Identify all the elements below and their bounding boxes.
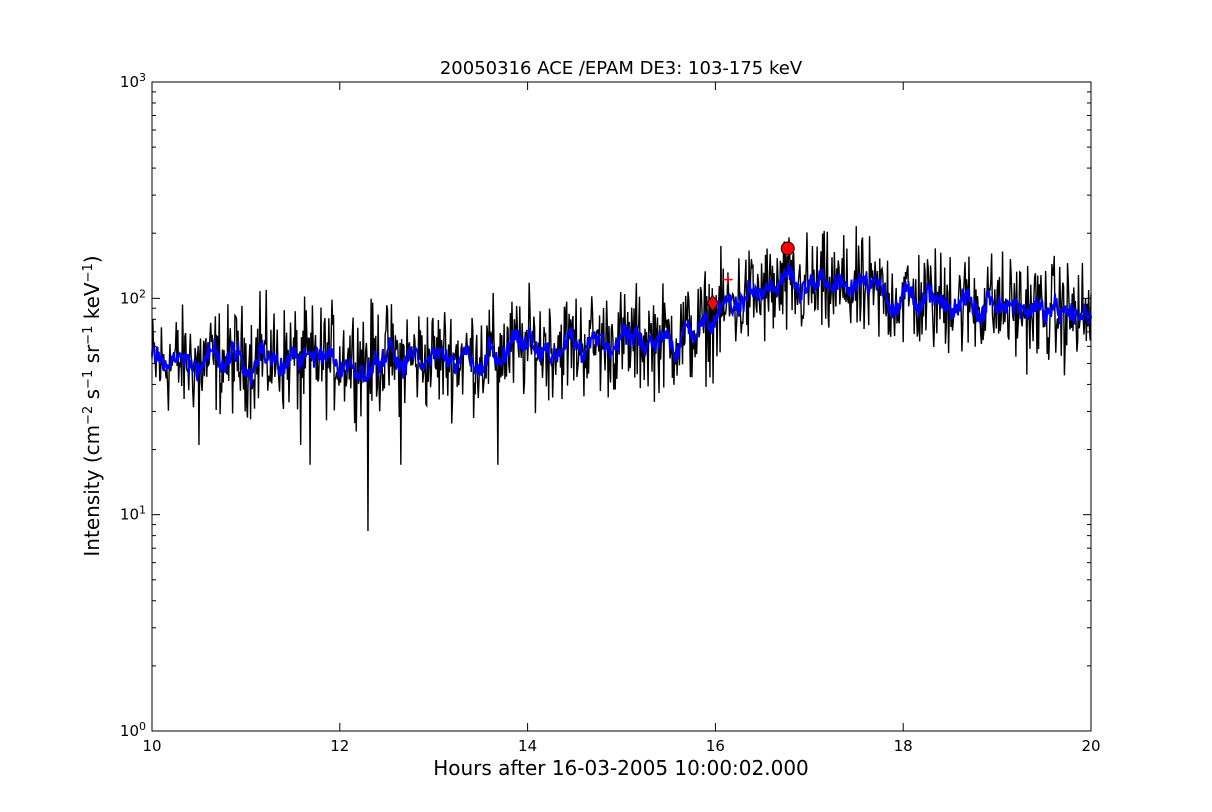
x-tick-label: 10 <box>142 737 161 755</box>
chart-title: 20050316 ACE /EPAM DE3: 103-175 keV <box>440 58 803 79</box>
x-tick-label: 18 <box>894 737 913 755</box>
y-axis-label: Intensity (cm−2 s−1 sr−1 keV−1) <box>80 255 104 556</box>
y-axis: 100 101 102 103 <box>120 71 1091 741</box>
series-raw-line <box>151 226 1092 532</box>
x-axis: 10 12 14 16 18 20 <box>142 82 1101 755</box>
x-tick-label: 20 <box>1081 737 1100 755</box>
y-axis-label-part: ) <box>80 255 104 263</box>
y-axis-label-exponent: −1 <box>81 263 96 282</box>
x-tick-label: 14 <box>518 737 537 755</box>
series-smoothed-line <box>151 262 1092 389</box>
y-axis-label-part: Intensity (cm <box>80 425 104 557</box>
y-axis-label-part: sr <box>80 344 104 370</box>
marker-plus <box>722 274 733 285</box>
axes-frame <box>151 81 1092 732</box>
x-tick-label: 12 <box>330 737 349 755</box>
peak-marker-circle <box>780 241 795 256</box>
y-tick-label: 100 <box>120 720 146 741</box>
plot-area <box>151 226 1092 532</box>
y-axis-label-part: keV <box>80 282 104 326</box>
y-tick-label: 103 <box>120 71 146 92</box>
x-tick-label: 16 <box>706 737 725 755</box>
y-axis-label-part: s <box>80 389 104 406</box>
y-tick-label: 101 <box>120 503 146 524</box>
y-axis-label-exponent: −2 <box>81 406 96 425</box>
y-tick-label: 102 <box>120 287 146 308</box>
x-axis-label: Hours after 16-03-2005 10:00:02.000 <box>433 756 809 780</box>
y-axis-label-exponent: −1 <box>81 370 96 389</box>
y-axis-label-exponent: −1 <box>81 326 96 345</box>
onset-marker-diamond <box>706 294 719 313</box>
